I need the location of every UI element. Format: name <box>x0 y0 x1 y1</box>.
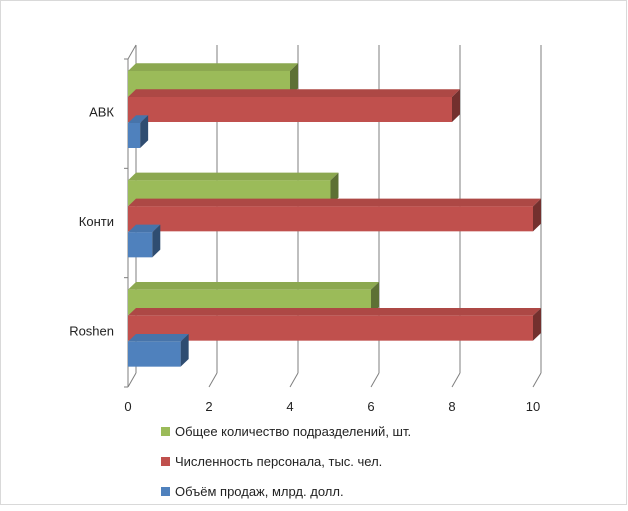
bar-side-face <box>152 224 161 258</box>
category-label: АВК <box>89 105 114 120</box>
legend-item: Объём продаж, млрд. долл. <box>161 481 411 501</box>
bar-top-face <box>128 63 298 71</box>
wall-edge <box>127 44 137 60</box>
legend-item: Численность персонала, тыс. чел. <box>161 451 411 471</box>
bar-side-face <box>180 333 189 367</box>
bar-top-face <box>128 224 161 233</box>
bar <box>128 97 452 122</box>
legend-swatch <box>161 426 170 436</box>
x-tick-label: 4 <box>286 399 293 414</box>
bar-top-face <box>128 89 460 97</box>
bar-side-face <box>371 281 379 315</box>
bar-side-face <box>140 115 149 148</box>
bar-side-face <box>533 307 541 341</box>
floor-gridline <box>370 372 380 388</box>
category-label: Roshen <box>69 323 114 338</box>
bar <box>128 315 533 341</box>
floor-gridline <box>208 372 218 388</box>
floor-gridline <box>127 372 137 388</box>
bar-top-face <box>128 115 149 123</box>
legend-swatch <box>161 456 170 466</box>
bar-side-face <box>533 198 541 232</box>
bar-top-face <box>128 281 379 290</box>
legend-label: Численность персонала, тыс. чел. <box>175 453 383 469</box>
floor-gridline <box>289 372 299 388</box>
bar-side-face <box>290 63 298 96</box>
bar-side-face <box>452 89 460 122</box>
x-tick-label: 8 <box>448 399 455 414</box>
bar-side-face <box>330 172 339 206</box>
bar <box>128 206 533 232</box>
bar <box>128 232 153 258</box>
legend-swatch <box>161 486 170 496</box>
legend-item: Общее количество подразделений, шт. <box>161 421 411 441</box>
category-label: Конти <box>79 214 114 229</box>
x-tick-label: 2 <box>205 399 212 414</box>
bar <box>128 123 141 148</box>
bar-top-face <box>128 307 541 316</box>
x-tick-label: 10 <box>526 399 540 414</box>
legend-label: Общее количество подразделений, шт. <box>175 423 412 439</box>
x-tick-label: 0 <box>124 399 131 414</box>
floor-gridline <box>532 372 542 388</box>
floor-gridline <box>451 372 461 388</box>
bar-top-face <box>128 172 339 181</box>
legend: Общее количество подразделений, шт. Числе… <box>161 421 411 511</box>
legend-label: Объём продаж, млрд. долл. <box>175 483 344 499</box>
bar <box>128 341 181 367</box>
bar-top-face <box>128 333 189 342</box>
bar-top-face <box>128 198 541 207</box>
x-tick-label: 6 <box>367 399 374 414</box>
